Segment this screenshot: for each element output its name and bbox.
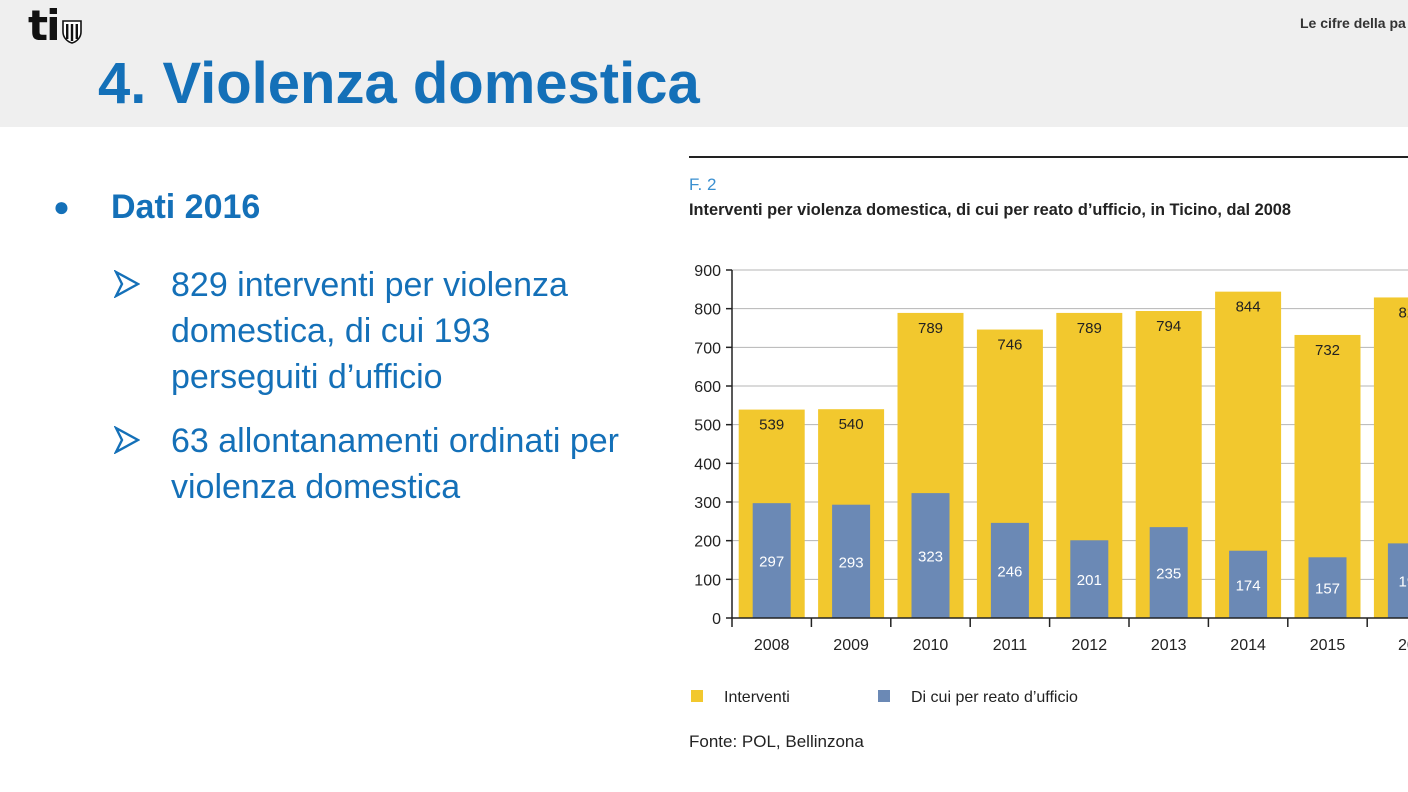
y-tick-label: 600 [694, 379, 721, 396]
legend-swatch-interventi [691, 690, 703, 702]
x-tick-label: 2012 [1072, 637, 1108, 654]
data-label-ufficio: 293 [839, 554, 864, 571]
y-tick-label: 500 [694, 418, 721, 435]
x-tick-label: 2009 [833, 637, 869, 654]
bar-ufficio [832, 504, 871, 618]
bar-ufficio [1149, 527, 1188, 618]
x-tick-label: 2011 [993, 637, 1028, 654]
bar-ufficio [752, 503, 791, 618]
y-tick-label: 800 [694, 302, 721, 319]
presentation-subtitle: Le cifre della pa [1300, 15, 1406, 31]
axes-group: 0 100 200 300 400 500 600 700 800 900 2008 2009 2010… [694, 263, 1408, 654]
bar-ufficio [1308, 557, 1347, 618]
data-label-interventi: 732 [1315, 342, 1340, 359]
x-tick-label: 2008 [754, 637, 790, 654]
data-label-ufficio: 19 [1399, 574, 1408, 591]
data-label-interventi: 844 [1236, 299, 1261, 316]
x-tick-label: 2014 [1230, 637, 1266, 654]
chart-source: Fonte: POL, Bellinzona [689, 732, 864, 751]
bar-ufficio [990, 522, 1029, 618]
y-tick-label: 0 [712, 611, 721, 628]
data-label-ufficio: 201 [1077, 572, 1102, 589]
data-label-ufficio: 323 [918, 549, 943, 566]
figure-label: F. 2 [689, 175, 716, 194]
main-bullet-text: Dati 2016 [111, 188, 261, 226]
bars-group: 539 297 540 293 789 323 746 246 789 201 794 235 844 1… [738, 291, 1408, 618]
chart-title: Interventi per violenza domestica, di cu… [689, 200, 1291, 219]
y-tick-label: 400 [694, 456, 721, 473]
legend-swatch-ufficio [878, 690, 890, 702]
y-tick-label: 700 [694, 340, 721, 357]
x-tick-label: 2010 [913, 637, 949, 654]
data-label-ufficio: 174 [1236, 577, 1261, 594]
shield-icon [62, 20, 83, 44]
arrowhead-bullet-icon [114, 270, 140, 298]
data-label-interventi: 794 [1156, 318, 1181, 335]
x-tick-label: 2015 [1310, 637, 1346, 654]
data-label-ufficio: 235 [1156, 566, 1181, 583]
data-label-ufficio: 246 [997, 563, 1022, 580]
sub-bullet-text: 829 interventi per violenza domestica, d… [171, 266, 568, 396]
y-tick-label: 100 [694, 572, 721, 589]
page-title: 4. Violenza domestica [98, 51, 700, 116]
y-tick-label: 200 [694, 534, 721, 551]
bar-ufficio [1070, 540, 1109, 618]
data-label-interventi: 746 [997, 337, 1022, 354]
legend-label-interventi: Interventi [724, 689, 790, 706]
y-tick-label: 300 [694, 495, 721, 512]
bar-ufficio [1229, 550, 1268, 618]
header-bar: ti Le cifre della pa 4. Violenza domesti… [0, 0, 1408, 127]
sub-bullet-text: 63 allontanamenti ordinati per violenza … [171, 422, 619, 506]
bar-ufficio [911, 493, 950, 618]
data-label-ufficio: 297 [759, 554, 784, 571]
ticino-logo: ti [28, 0, 83, 50]
data-label-interventi: 789 [918, 320, 943, 337]
y-tick-label: 900 [694, 263, 721, 280]
data-label-interventi: 540 [839, 416, 864, 433]
x-tick-label: 20 [1398, 637, 1408, 654]
data-label-interventi: 82 [1399, 304, 1408, 321]
legend-label-ufficio: Di cui per reato d’ufficio [911, 689, 1078, 706]
bar-ufficio [1387, 543, 1408, 618]
x-tick-label: 2013 [1151, 637, 1187, 654]
data-label-interventi: 539 [759, 417, 784, 434]
bullet-dot-icon: ● [53, 191, 70, 222]
data-label-interventi: 789 [1077, 320, 1102, 337]
data-label-ufficio: 157 [1315, 581, 1340, 598]
arrowhead-bullet-icon [114, 426, 140, 454]
logo-text: ti [28, 1, 61, 50]
